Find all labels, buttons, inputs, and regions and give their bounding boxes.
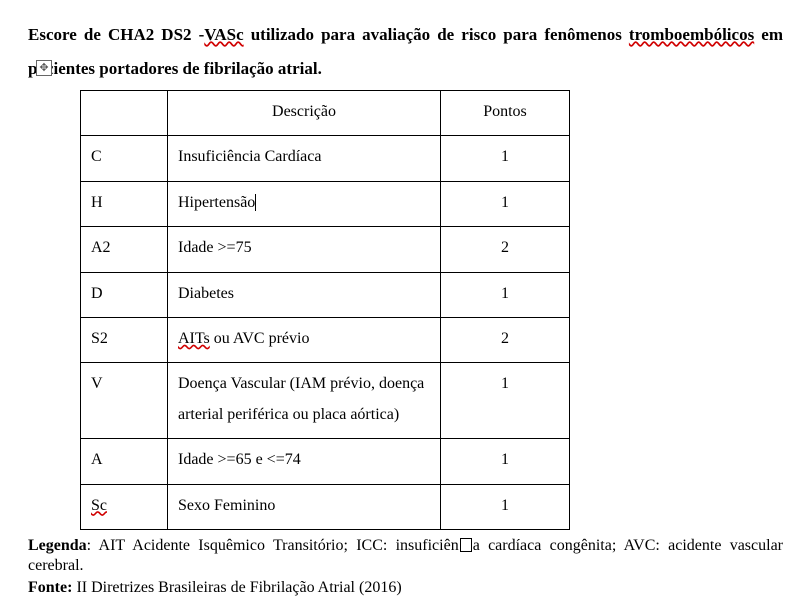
cell-code-spell-sc: Sc — [91, 497, 107, 514]
cell-desc[interactable]: Idade >=75 — [168, 227, 441, 272]
cell-pts[interactable]: 1 — [441, 363, 570, 439]
table-row: A2 Idade >=75 2 — [81, 227, 570, 272]
table-header-row: Descrição Pontos — [81, 91, 570, 136]
title-text-1: Escore de CHA2 DS2 - — [28, 25, 204, 44]
cell-desc[interactable]: Doença Vascular (IAM prévio, doença arte… — [168, 363, 441, 439]
cell-code[interactable]: S2 — [81, 317, 168, 362]
table-row: C Insuficiência Cardíaca 1 — [81, 136, 570, 181]
table-row: D Diabetes 1 — [81, 272, 570, 317]
table-row: H Hipertensão 1 — [81, 181, 570, 226]
table-row: Sc Sexo Feminino 1 — [81, 484, 570, 529]
cell-pts[interactable]: 1 — [441, 136, 570, 181]
cell-desc[interactable]: AITs ou AVC prévio — [168, 317, 441, 362]
cell-code[interactable]: A2 — [81, 227, 168, 272]
cell-pts[interactable]: 2 — [441, 317, 570, 362]
cell-desc[interactable]: Insuficiência Cardíaca — [168, 136, 441, 181]
header-pts: Pontos — [441, 91, 570, 136]
source-paragraph[interactable]: Fonte: II Diretrizes Brasileiras de Fibr… — [28, 578, 783, 598]
table-row: A Idade >=65 e <=74 1 — [81, 439, 570, 484]
cell-pts[interactable]: 2 — [441, 227, 570, 272]
cell-desc[interactable]: Diabetes — [168, 272, 441, 317]
cell-pts[interactable]: 1 — [441, 272, 570, 317]
cell-code[interactable]: A — [81, 439, 168, 484]
title-text-2: utilizado para avaliação de risco para f… — [244, 25, 629, 44]
cell-code[interactable]: C — [81, 136, 168, 181]
table-row: S2 AITs ou AVC prévio 2 — [81, 317, 570, 362]
table-move-handle-icon[interactable]: ✥ — [36, 60, 52, 76]
score-table: Descrição Pontos C Insuficiência Cardíac… — [80, 90, 570, 530]
cell-code[interactable]: Sc — [81, 484, 168, 529]
cell-desc-rest: ou AVC prévio — [210, 330, 310, 347]
cell-pts[interactable]: 1 — [441, 439, 570, 484]
table-row: V Doença Vascular (IAM prévio, doença ar… — [81, 363, 570, 439]
legend-text-1: : AIT Acidente Isquêmico Transitório; IC… — [87, 537, 459, 554]
cell-code[interactable]: H — [81, 181, 168, 226]
cell-desc[interactable]: Hipertensão — [168, 181, 441, 226]
cell-code[interactable]: V — [81, 363, 168, 439]
source-text: II Diretrizes Brasileiras de Fibrilação … — [72, 579, 401, 596]
cell-code[interactable]: D — [81, 272, 168, 317]
text-caret-icon — [255, 194, 256, 211]
legend-paragraph[interactable]: Legenda: AIT Acidente Isquêmico Transitó… — [28, 536, 783, 576]
document-page: Escore de CHA2 DS2 -VASc utilizado para … — [0, 0, 811, 616]
legend-label: Legenda — [28, 537, 87, 554]
header-desc: Descrição — [168, 91, 441, 136]
cell-pts[interactable]: 1 — [441, 484, 570, 529]
cell-pts[interactable]: 1 — [441, 181, 570, 226]
title-spell-vasc: VASc — [204, 25, 243, 44]
cell-desc[interactable]: Sexo Feminino — [168, 484, 441, 529]
page-title: Escore de CHA2 DS2 -VASc utilizado para … — [28, 18, 783, 86]
cell-desc-spell-aits: AITs — [178, 330, 210, 347]
cell-desc-text: Hipertensão — [178, 194, 255, 211]
insertion-caret-box-icon — [460, 538, 472, 552]
cell-desc[interactable]: Idade >=65 e <=74 — [168, 439, 441, 484]
header-code-empty — [81, 91, 168, 136]
source-label: Fonte: — [28, 579, 72, 596]
title-spell-trombo: tromboembólicos — [629, 25, 754, 44]
